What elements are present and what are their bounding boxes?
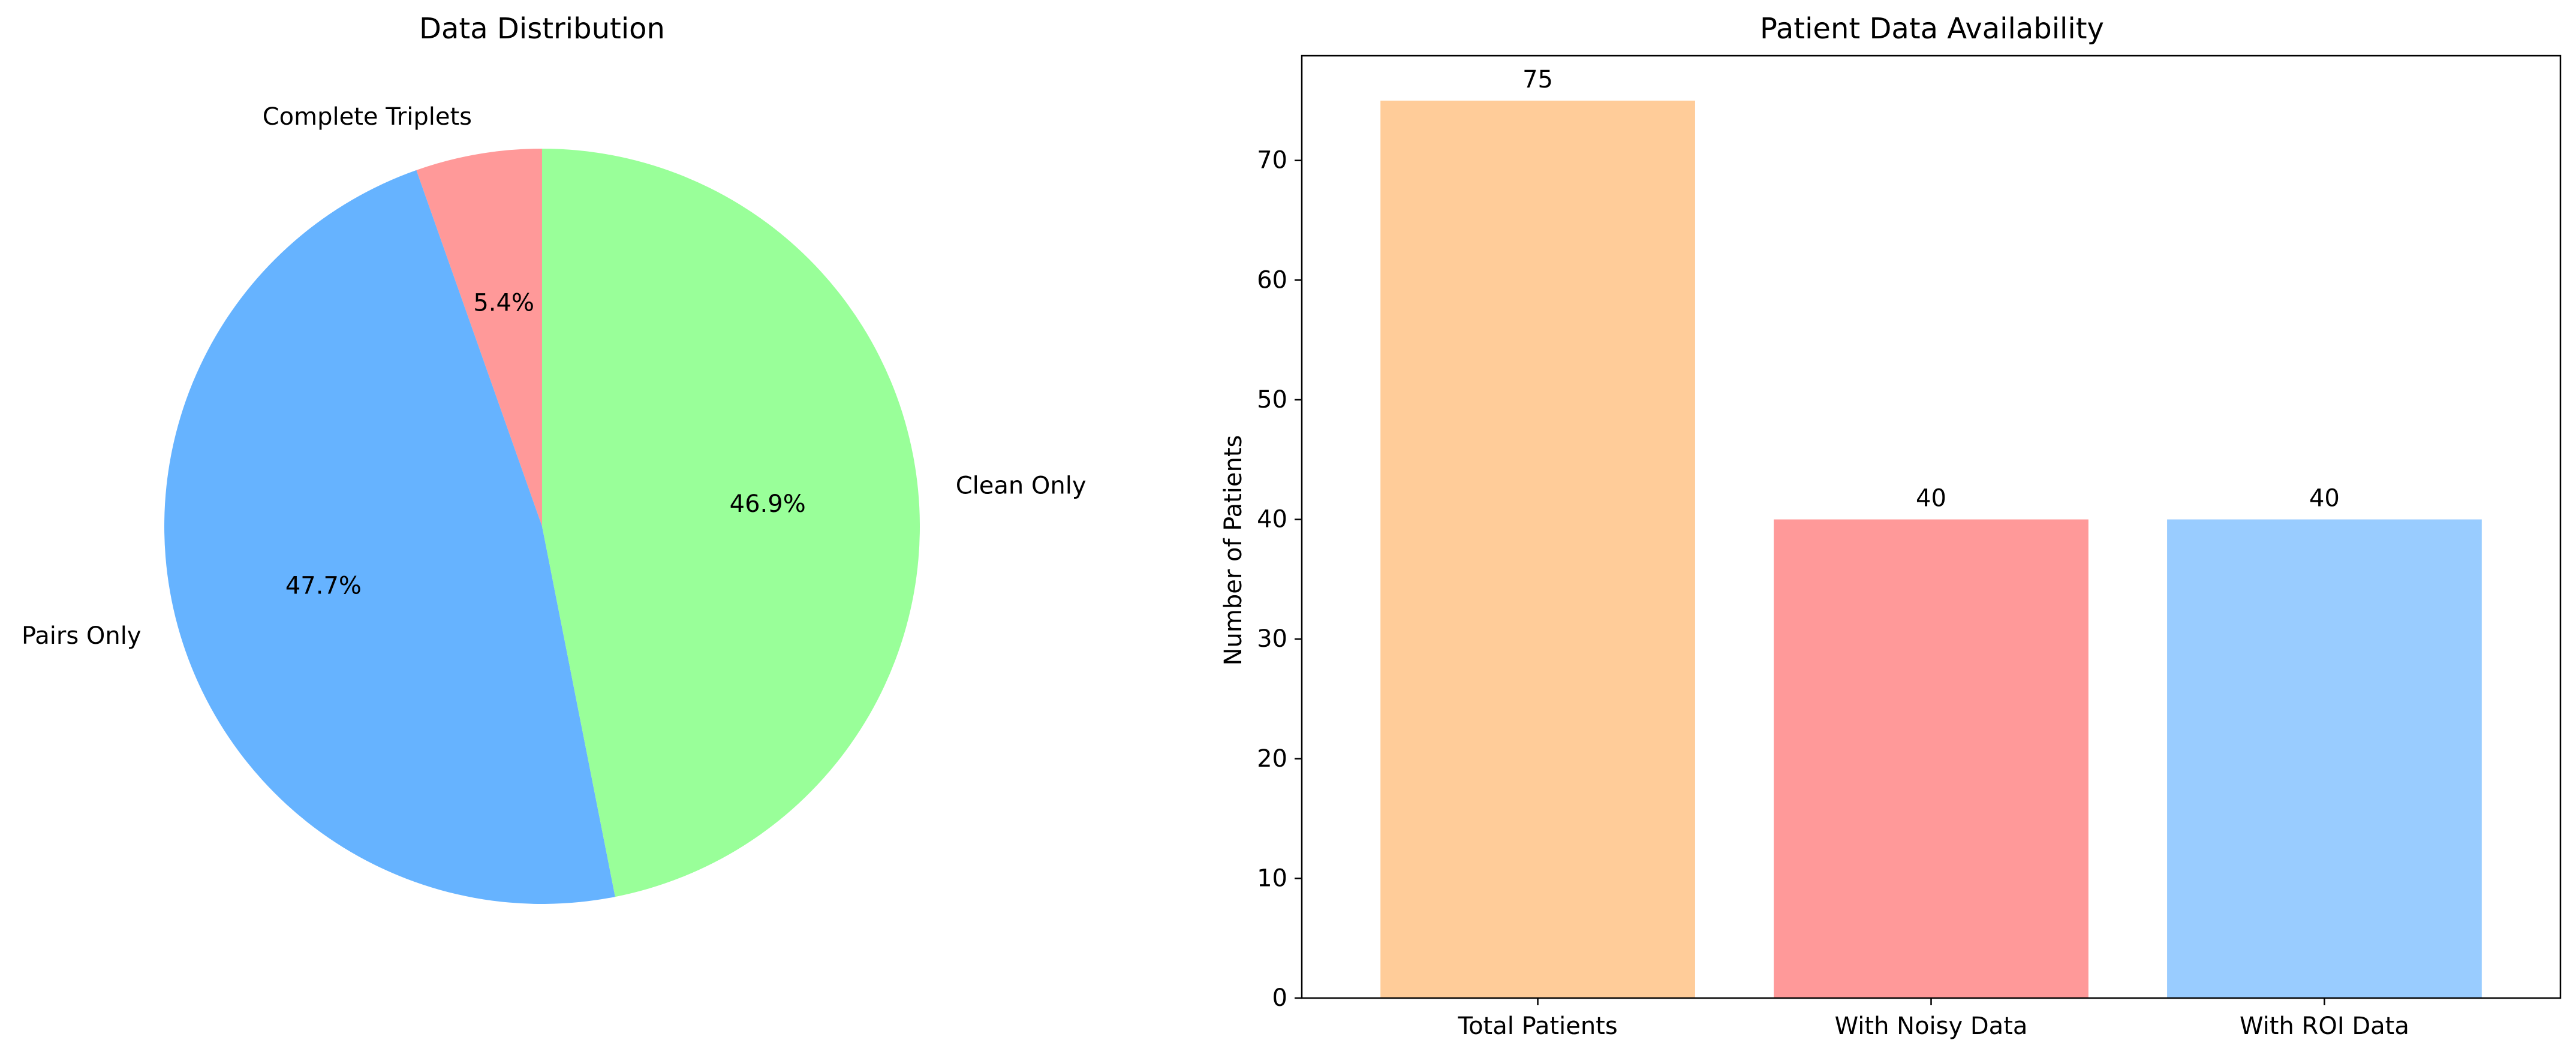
bar-value-label-total-patients: 75 bbox=[1522, 66, 1553, 94]
y-tick-label: 0 bbox=[1272, 984, 1287, 1012]
bar-axes: Total Patients With Noisy Data With ROI Da… bbox=[1257, 55, 2562, 1040]
y-tick-label: 30 bbox=[1257, 625, 1287, 653]
bar-value-label-with-roi-data: 40 bbox=[2309, 485, 2340, 513]
bar-value-label-with-noisy-data: 40 bbox=[1916, 485, 1946, 513]
pie-slice-label-clean-only: Clean Only bbox=[956, 472, 1087, 500]
bar-labels: 75 40 40 bbox=[1522, 66, 2340, 513]
bar-with-noisy-data bbox=[1774, 519, 2089, 998]
bar-total-patients bbox=[1380, 100, 1695, 998]
bar-title: Patient Data Availability bbox=[1760, 12, 2104, 46]
x-tick-label-with-noisy-data: With Noisy Data bbox=[1835, 1012, 2028, 1040]
bar-axes-frame bbox=[1301, 55, 2562, 999]
pie-slices bbox=[164, 149, 920, 904]
pie-slice-pairs-only bbox=[164, 170, 615, 904]
y-tick-label: 20 bbox=[1257, 745, 1287, 773]
pie-labels: 5.4% Complete Triplets 47.7% Pairs Only 46.9… bbox=[22, 103, 1087, 650]
pie-chart: Data Distribution 5.4% Complete Triplets 4… bbox=[22, 12, 1087, 904]
pie-slice-clean-only bbox=[542, 149, 920, 897]
y-tick-label: 60 bbox=[1257, 266, 1287, 294]
y-tick-label: 10 bbox=[1257, 864, 1287, 892]
pie-title: Data Distribution bbox=[419, 12, 665, 46]
pie-slice-label-pairs-only: Pairs Only bbox=[22, 622, 142, 650]
y-tick-label: 70 bbox=[1257, 147, 1287, 174]
pie-pct-label-pairs-only: 47.7% bbox=[285, 572, 362, 600]
pie-slice-complete-triplets bbox=[416, 149, 542, 526]
x-tick-label-total-patients: Total Patients bbox=[1457, 1012, 1617, 1040]
pie-pct-label-complete-triplets: 5.4% bbox=[473, 289, 534, 317]
bar-ylabel: Number of Patients bbox=[1220, 435, 1247, 666]
y-tick-label: 40 bbox=[1257, 506, 1287, 533]
x-tick-label-with-roi-data: With ROI Data bbox=[2240, 1012, 2409, 1040]
pie-slice-label-complete-triplets: Complete Triplets bbox=[263, 103, 472, 131]
y-tick-label: 50 bbox=[1257, 386, 1287, 414]
bar-with-roi-data bbox=[2167, 519, 2482, 998]
pie-pct-label-clean-only: 46.9% bbox=[730, 490, 806, 518]
bar-chart: Patient Data Availability Total Patients… bbox=[1220, 12, 2562, 1040]
bars bbox=[1380, 100, 2482, 998]
